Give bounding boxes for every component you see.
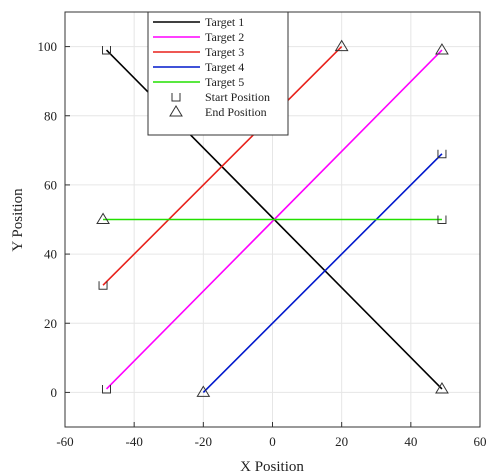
x-tick-label: -60 xyxy=(56,434,73,449)
start-position-marker xyxy=(437,215,447,224)
x-tick-label: 40 xyxy=(404,434,417,449)
x-tick-label: 60 xyxy=(474,434,486,449)
x-tick-label: -20 xyxy=(195,434,212,449)
legend-label-end-position: End Position xyxy=(205,105,267,119)
start-position-marker xyxy=(437,149,447,159)
y-tick-label: 80 xyxy=(44,108,57,123)
x-axis-label: X Position xyxy=(240,459,304,475)
start-position-marker xyxy=(102,384,111,394)
x-axis-ticks: -60 -40 -20 0 20 40 60 xyxy=(56,422,486,449)
end-position-marker xyxy=(169,105,183,117)
end-position-marker xyxy=(435,381,449,394)
series-line-target-4 xyxy=(202,153,443,393)
end-position-marker xyxy=(96,212,110,224)
end-position-marker xyxy=(196,385,211,397)
y-tick-label: 20 xyxy=(44,316,57,331)
end-position-marker xyxy=(435,43,449,55)
start-position-marker xyxy=(98,281,108,290)
start-position-marker xyxy=(102,46,111,55)
legend-label-target-2: Target 2 xyxy=(205,30,244,44)
legend-label-target-1: Target 1 xyxy=(205,15,244,29)
y-tick-label: 40 xyxy=(44,247,57,262)
y-tick-label: 100 xyxy=(38,39,58,54)
end-position-marker xyxy=(334,39,349,52)
legend-label-target-4: Target 4 xyxy=(205,60,244,74)
x-tick-label: -40 xyxy=(125,434,142,449)
y-axis-label: Y Position xyxy=(10,188,26,252)
position-markers xyxy=(96,39,449,397)
y-tick-label: 0 xyxy=(51,385,58,400)
legend-label-target-3: Target 3 xyxy=(205,45,244,59)
x-tick-label: 20 xyxy=(335,434,348,449)
x-tick-label: 0 xyxy=(269,434,276,449)
legend-label-start-position: Start Position xyxy=(205,90,270,104)
y-tick-label: 60 xyxy=(44,177,57,192)
series-line-target-3 xyxy=(102,46,343,286)
legend-label-target-5: Target 5 xyxy=(205,75,244,89)
y-axis-ticks: 0 20 40 60 80 100 xyxy=(38,39,70,400)
start-position-marker xyxy=(171,93,181,102)
